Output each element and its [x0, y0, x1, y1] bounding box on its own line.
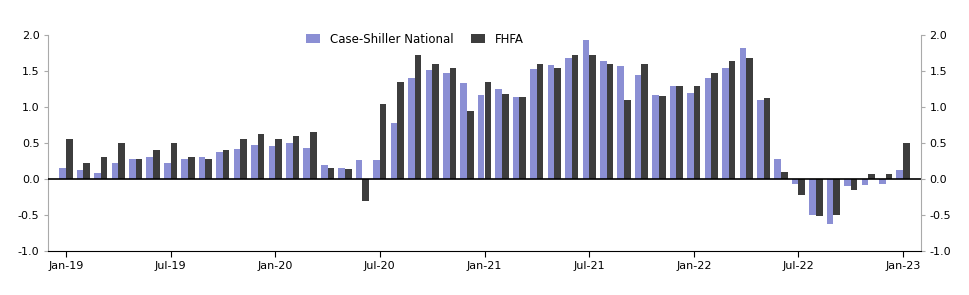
Bar: [861, 179, 868, 185]
Bar: [59, 168, 66, 179]
Bar: [851, 179, 858, 190]
Bar: [94, 173, 101, 179]
Bar: [652, 95, 659, 179]
Bar: [886, 174, 892, 179]
Bar: [513, 97, 519, 179]
Bar: [164, 163, 171, 179]
Bar: [362, 179, 369, 201]
Bar: [635, 75, 641, 179]
Bar: [460, 83, 467, 179]
Bar: [66, 140, 73, 179]
Bar: [827, 179, 833, 224]
Bar: [129, 159, 136, 179]
Bar: [205, 159, 212, 179]
Bar: [879, 179, 886, 184]
Bar: [223, 150, 230, 179]
Bar: [345, 169, 352, 179]
Bar: [153, 150, 160, 179]
Bar: [397, 82, 404, 179]
Bar: [687, 93, 694, 179]
Bar: [303, 148, 310, 179]
Bar: [617, 66, 624, 179]
Bar: [101, 158, 108, 179]
Bar: [432, 64, 439, 179]
Bar: [739, 47, 746, 179]
Bar: [118, 143, 125, 179]
Bar: [188, 158, 195, 179]
Bar: [704, 78, 711, 179]
Bar: [746, 58, 753, 179]
Bar: [310, 132, 317, 179]
Bar: [774, 159, 781, 179]
Bar: [111, 163, 118, 179]
Bar: [181, 159, 188, 179]
Bar: [547, 65, 554, 179]
Bar: [484, 82, 491, 179]
Bar: [199, 158, 205, 179]
Bar: [792, 179, 798, 184]
Bar: [868, 174, 875, 179]
Bar: [896, 170, 903, 179]
Bar: [380, 104, 387, 179]
Bar: [607, 64, 613, 179]
Bar: [286, 143, 293, 179]
Bar: [589, 55, 596, 179]
Bar: [146, 158, 153, 179]
Bar: [670, 86, 676, 179]
Bar: [136, 159, 142, 179]
Bar: [711, 73, 718, 179]
Bar: [495, 89, 502, 179]
Bar: [676, 86, 683, 179]
Bar: [641, 64, 648, 179]
Bar: [293, 136, 299, 179]
Bar: [450, 68, 456, 179]
Bar: [624, 100, 631, 179]
Bar: [443, 73, 450, 179]
Bar: [373, 160, 380, 179]
Bar: [321, 165, 328, 179]
Bar: [816, 179, 823, 216]
Bar: [408, 78, 415, 179]
Bar: [275, 140, 282, 179]
Bar: [764, 98, 770, 179]
Bar: [234, 149, 240, 179]
Bar: [415, 55, 422, 179]
Bar: [171, 143, 177, 179]
Bar: [572, 55, 578, 179]
Bar: [809, 179, 816, 215]
Bar: [722, 68, 729, 179]
Bar: [240, 140, 247, 179]
Bar: [781, 172, 788, 179]
Bar: [502, 94, 509, 179]
Bar: [478, 95, 484, 179]
Bar: [798, 179, 805, 195]
Bar: [356, 160, 362, 179]
Bar: [77, 170, 83, 179]
Bar: [903, 143, 910, 179]
Bar: [694, 86, 701, 179]
Bar: [258, 134, 265, 179]
Bar: [425, 70, 432, 179]
Legend: Case-Shiller National, FHFA: Case-Shiller National, FHFA: [306, 33, 523, 46]
Bar: [729, 60, 735, 179]
Bar: [467, 111, 474, 179]
Bar: [537, 64, 544, 179]
Bar: [757, 100, 764, 179]
Bar: [268, 146, 275, 179]
Bar: [338, 168, 345, 179]
Bar: [328, 168, 334, 179]
Bar: [519, 97, 526, 179]
Bar: [659, 96, 666, 179]
Bar: [216, 152, 223, 179]
Bar: [600, 60, 607, 179]
Bar: [582, 40, 589, 179]
Bar: [391, 123, 397, 179]
Bar: [251, 145, 258, 179]
Bar: [530, 69, 537, 179]
Bar: [833, 179, 840, 215]
Bar: [83, 163, 90, 179]
Bar: [554, 68, 561, 179]
Bar: [565, 58, 572, 179]
Bar: [844, 179, 851, 186]
